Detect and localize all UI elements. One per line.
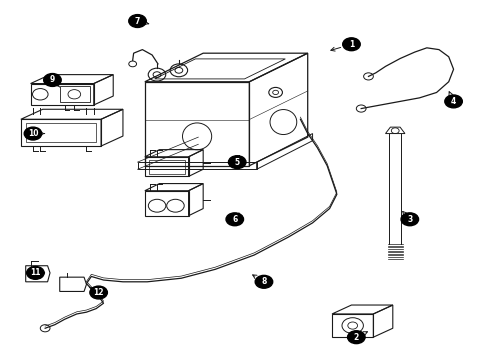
Circle shape bbox=[225, 213, 243, 226]
Circle shape bbox=[228, 156, 245, 168]
Circle shape bbox=[43, 73, 61, 86]
Circle shape bbox=[400, 213, 418, 226]
Text: 6: 6 bbox=[232, 215, 237, 224]
Circle shape bbox=[255, 275, 272, 288]
Text: 1: 1 bbox=[348, 40, 353, 49]
Text: 8: 8 bbox=[261, 277, 266, 286]
Text: 7: 7 bbox=[135, 17, 140, 26]
Text: 9: 9 bbox=[50, 76, 55, 85]
Text: 10: 10 bbox=[28, 129, 38, 138]
Text: 2: 2 bbox=[353, 333, 358, 342]
Circle shape bbox=[128, 15, 146, 27]
Circle shape bbox=[27, 266, 44, 279]
Circle shape bbox=[90, 286, 107, 299]
Circle shape bbox=[347, 331, 365, 343]
Circle shape bbox=[24, 127, 41, 140]
Circle shape bbox=[444, 95, 461, 108]
Text: 12: 12 bbox=[93, 288, 103, 297]
Text: 5: 5 bbox=[234, 158, 239, 167]
Text: 4: 4 bbox=[450, 97, 455, 106]
Text: 3: 3 bbox=[407, 215, 411, 224]
Circle shape bbox=[342, 38, 360, 51]
Text: 11: 11 bbox=[30, 268, 41, 277]
